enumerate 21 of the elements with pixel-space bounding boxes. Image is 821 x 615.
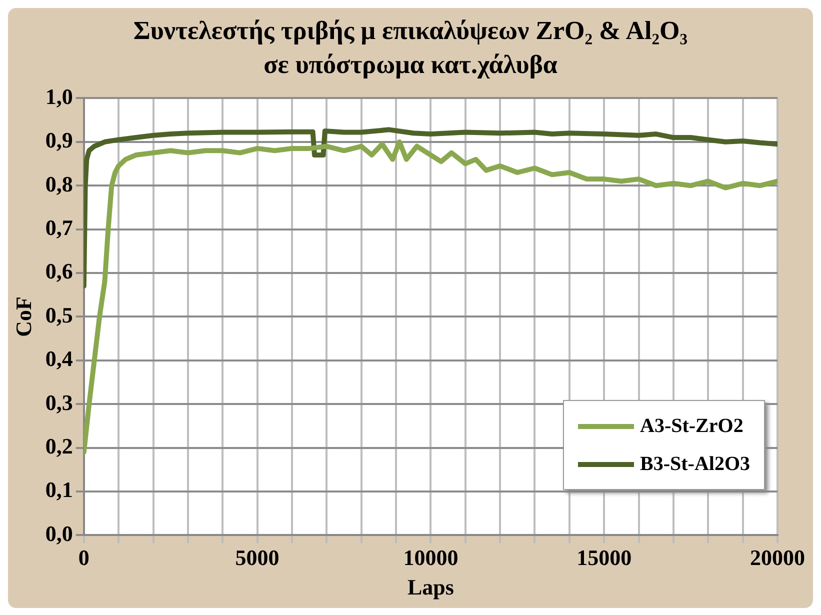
y-tick-label: 0,5 bbox=[45, 302, 73, 328]
y-tick-label: 0,1 bbox=[45, 477, 73, 502]
chart-title: Συντελεστής τριβής μ επικαλύψεων ZrO₂ & Al₂O₃ σε υπόστρωμα κατ.χάλυβα bbox=[132, 15, 689, 81]
x-tick-label: 0 bbox=[78, 545, 90, 570]
y-tick-label: 0,6 bbox=[45, 258, 73, 284]
y-tick-label: 0,3 bbox=[45, 390, 73, 415]
y-tick-label: 1,0 bbox=[45, 84, 73, 109]
legend-label: B3-St-Al2O3 bbox=[640, 452, 750, 476]
y-tick-label: 0,2 bbox=[45, 433, 73, 458]
x-tick-label: 10000 bbox=[403, 545, 458, 570]
x-tick-label: 15000 bbox=[576, 545, 632, 570]
legend-label: A3-St-ZrO2 bbox=[640, 414, 744, 438]
x-tick-label: 20000 bbox=[750, 545, 805, 570]
y-tick-label: 0,4 bbox=[45, 346, 73, 372]
y-tick-label: 0,8 bbox=[45, 171, 73, 196]
y-tick-label: 0,0 bbox=[45, 520, 73, 546]
y-tick-label: 0,7 bbox=[45, 214, 73, 240]
x-tick-label: 5000 bbox=[235, 545, 280, 570]
y-axis-title: CoF bbox=[10, 296, 36, 337]
x-axis-title: Laps bbox=[407, 574, 454, 600]
y-tick-label: 0,9 bbox=[45, 128, 73, 153]
